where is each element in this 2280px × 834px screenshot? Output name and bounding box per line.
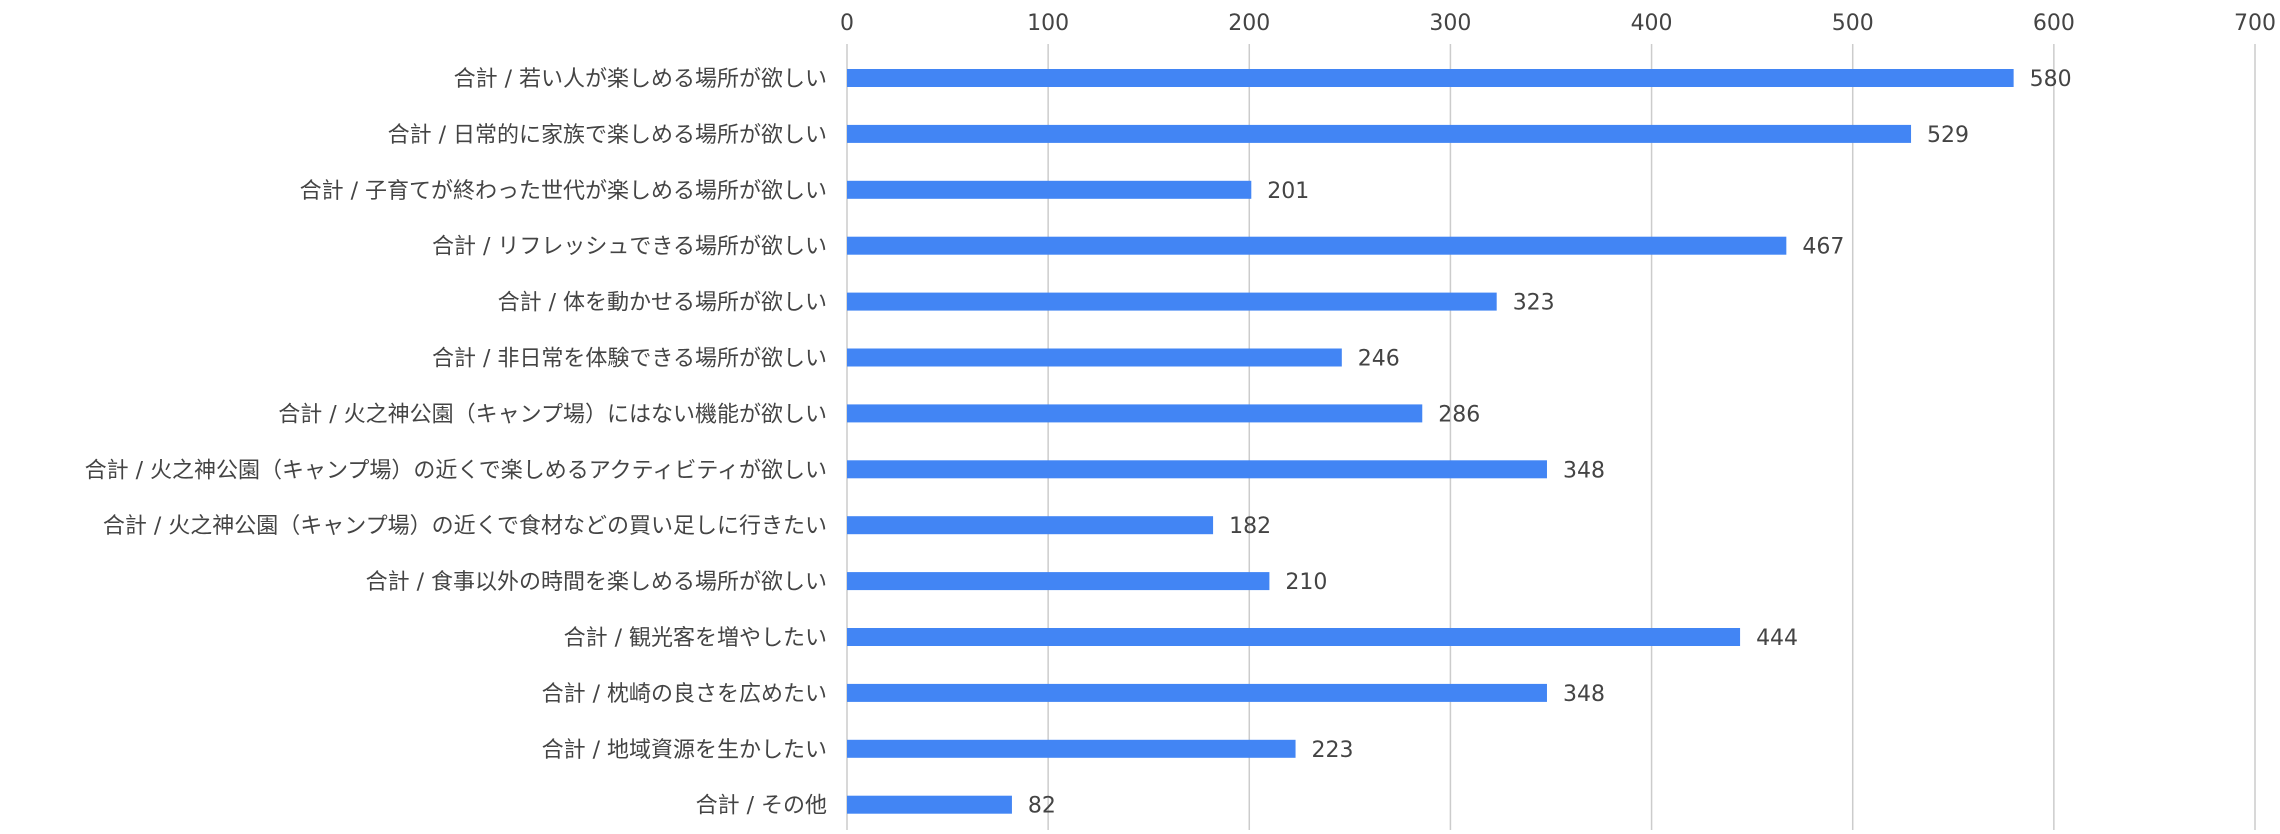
- bar: [847, 628, 1741, 646]
- category-label: 合計 / 日常的に家族で楽しめる場所が欲しい: [388, 123, 827, 148]
- gridlines: [846, 44, 2256, 830]
- bar: [847, 292, 1497, 311]
- x-tick-label: 300: [1429, 11, 1471, 36]
- category-label: 合計 / 子育てが終わった世代が楽しめる場所が欲しい: [300, 179, 827, 204]
- bar: [847, 348, 1342, 367]
- value-label: 529: [1927, 123, 1969, 148]
- category-label: 合計 / 体を動かせる場所が欲しい: [498, 291, 827, 316]
- value-label: 182: [1229, 514, 1271, 539]
- bar: [847, 739, 1296, 758]
- x-axis-ticks: 0 100 200 300 400 500 600 700: [840, 11, 2276, 36]
- value-label: 223: [1312, 738, 1354, 763]
- value-label: 348: [1563, 682, 1605, 707]
- bar: [847, 124, 1912, 143]
- value-label: 210: [1285, 570, 1327, 595]
- bar: [847, 795, 1012, 814]
- value-label: 201: [1267, 179, 1309, 204]
- x-tick-label: 500: [1832, 11, 1874, 36]
- bars: [847, 69, 2014, 814]
- category-label: 合計 / 観光客を増やしたい: [564, 626, 827, 651]
- x-tick-label: 0: [840, 11, 854, 36]
- bar: [847, 69, 2014, 87]
- x-tick-label: 600: [2033, 11, 2075, 36]
- value-label: 246: [1358, 347, 1400, 372]
- bar: [847, 460, 1547, 479]
- bar: [847, 180, 1252, 199]
- x-tick-label: 700: [2234, 11, 2276, 36]
- category-label: 合計 / 火之神公園（キャンプ場）の近くで楽しめるアクティビティが欲しい: [85, 458, 827, 483]
- category-label: 合計 / 地域資源を生かしたい: [542, 738, 827, 763]
- category-label: 合計 / 枕崎の良さを広めたい: [542, 682, 827, 707]
- x-tick-label: 200: [1228, 11, 1270, 36]
- category-label: 合計 / その他: [696, 794, 827, 819]
- bar: [847, 572, 1270, 591]
- category-label: 合計 / 火之神公園（キャンプ場）の近くで食材などの買い足しに行きたい: [103, 514, 827, 539]
- value-label: 323: [1513, 291, 1555, 316]
- value-label: 580: [2030, 67, 2072, 92]
- value-label: 444: [1756, 626, 1798, 651]
- x-tick-label: 400: [1631, 11, 1673, 36]
- bar: [847, 236, 1787, 255]
- bar: [847, 683, 1547, 702]
- category-label: 合計 / 若い人が楽しめる場所が欲しい: [454, 67, 827, 92]
- category-label: 合計 / 食事以外の時間を楽しめる場所が欲しい: [366, 570, 827, 595]
- value-label: 82: [1028, 794, 1056, 819]
- category-label: 合計 / 火之神公園（キャンプ場）にはない機能が欲しい: [278, 402, 827, 427]
- x-tick-label: 100: [1027, 11, 1069, 36]
- bar: [847, 516, 1214, 535]
- bar: [847, 404, 1423, 423]
- value-label: 286: [1438, 402, 1480, 427]
- category-label: 合計 / 非日常を体験できる場所が欲しい: [432, 347, 827, 372]
- value-labels: 580 529 201 467 323 246 286 348 182 210 444 348 223 8…: [1028, 67, 2072, 819]
- value-label: 467: [1802, 235, 1844, 260]
- category-label: 合計 / リフレッシュできる場所が欲しい: [432, 235, 827, 260]
- value-label: 348: [1563, 458, 1605, 483]
